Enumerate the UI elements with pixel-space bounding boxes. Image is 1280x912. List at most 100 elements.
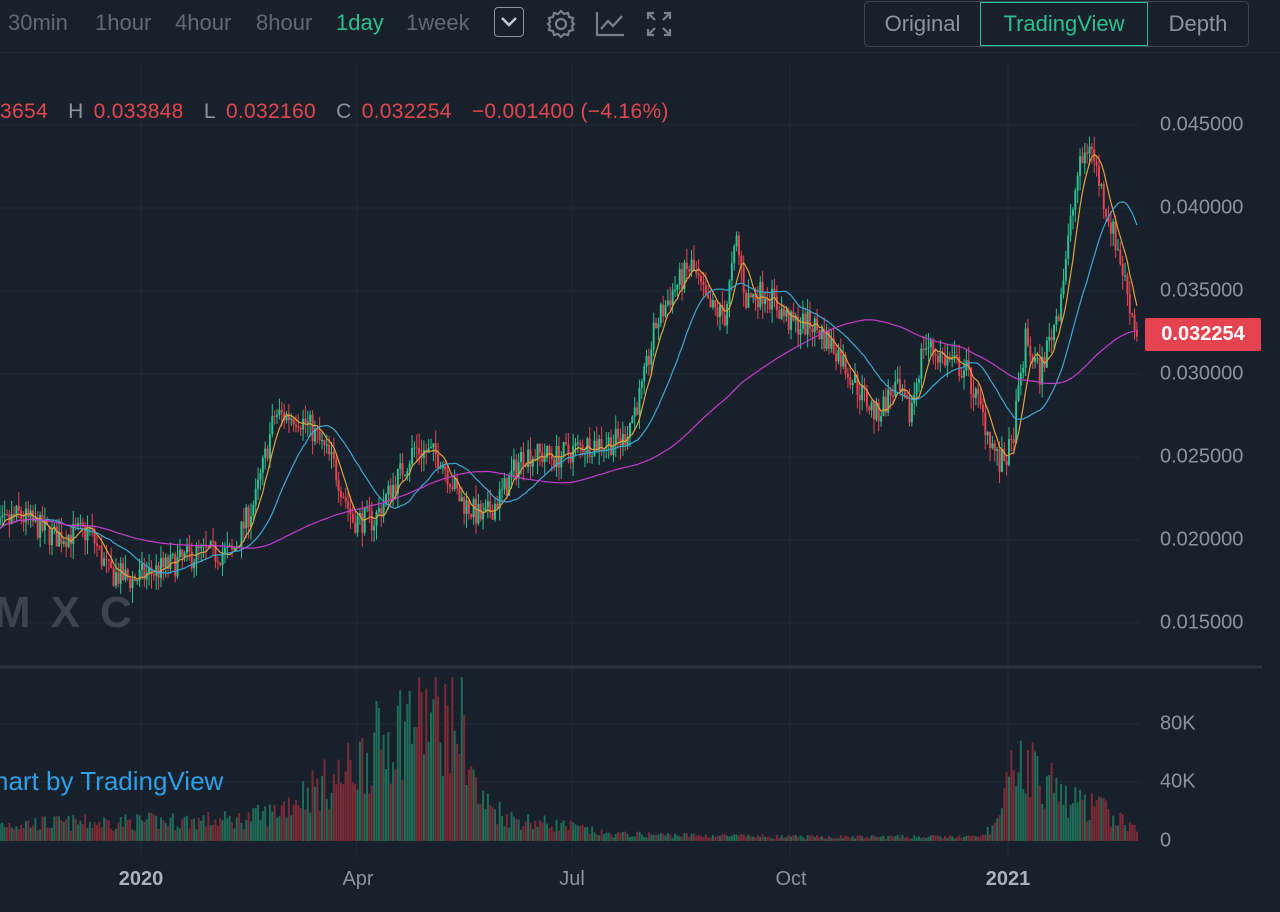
volume-tick-label: 40K <box>1160 770 1196 793</box>
tradingview-attribution-link[interactable]: hart by TradingView <box>0 766 224 796</box>
candle-body <box>889 389 892 396</box>
candle-body <box>650 349 653 365</box>
candle-body <box>941 352 944 355</box>
volume-bar <box>422 754 425 841</box>
interval-8hour[interactable]: 8hour <box>256 10 313 35</box>
candle-body <box>830 338 833 349</box>
candle-body <box>129 578 132 588</box>
volume-bar <box>323 759 326 841</box>
volume-bar <box>823 838 826 841</box>
volume-bar <box>962 836 965 841</box>
candle-body <box>437 454 440 469</box>
candle-body <box>363 508 366 533</box>
candle-body <box>962 370 965 378</box>
candle-body <box>294 424 297 427</box>
candle-body <box>704 284 707 295</box>
interval-30min[interactable]: 30min <box>8 10 68 35</box>
candle-body <box>351 514 354 523</box>
volume-bar <box>394 769 397 841</box>
volume-bar <box>778 837 781 841</box>
candle-body <box>290 418 293 420</box>
volume-bar <box>1031 742 1034 841</box>
settings-button[interactable] <box>543 6 579 42</box>
volume-bar <box>136 814 139 841</box>
volume-bar <box>591 826 594 841</box>
volume-bar <box>851 836 854 841</box>
candle-body <box>228 545 231 547</box>
candle-body <box>375 512 378 526</box>
candle-body <box>1071 209 1074 216</box>
candle-body <box>856 374 859 395</box>
interval-1day[interactable]: 1day <box>336 10 384 35</box>
volume-bar <box>143 821 146 841</box>
volume-bar <box>0 823 1 841</box>
volume-bar <box>20 825 23 841</box>
volume-bar <box>240 822 243 841</box>
volume-bar <box>496 824 499 841</box>
candle-body <box>264 448 267 458</box>
volume-bar <box>801 837 804 841</box>
candle-body <box>673 289 676 291</box>
volume-bar <box>846 836 849 841</box>
interval-1hour[interactable]: 1hour <box>95 10 152 35</box>
interval-4hour[interactable]: 4hour <box>175 10 232 35</box>
candle-body <box>380 508 383 517</box>
candle-body <box>221 554 224 566</box>
candle-body <box>520 452 523 463</box>
volume-bar <box>875 836 878 841</box>
volume-bar <box>382 735 385 841</box>
candle-body <box>209 541 212 548</box>
volume-bar <box>1050 762 1053 841</box>
candle-body <box>870 402 873 411</box>
volume-bar <box>190 819 193 841</box>
candle-body <box>761 281 764 305</box>
candle-body <box>382 503 385 517</box>
candle-body <box>858 394 861 401</box>
candle-body <box>316 428 319 432</box>
volume-bar <box>231 822 234 841</box>
volume-bar <box>212 824 215 841</box>
volume-bar <box>797 837 800 841</box>
view-tab-tradingview[interactable]: TradingView <box>980 2 1148 46</box>
view-tab-original[interactable]: Original <box>884 11 961 36</box>
volume-bar <box>484 809 487 841</box>
interval-1week[interactable]: 1week <box>406 10 470 35</box>
volume-bar <box>318 811 321 841</box>
candle-body <box>1060 294 1063 321</box>
volume-bar <box>856 835 859 841</box>
candle-body <box>422 449 425 458</box>
more-intervals-button[interactable] <box>494 7 524 37</box>
candle-body <box>119 563 122 584</box>
fullscreen-button[interactable] <box>641 6 677 42</box>
candle-body <box>98 545 101 547</box>
candle-body <box>10 513 13 524</box>
candle-body <box>607 437 610 446</box>
candle-body <box>989 432 992 449</box>
candle-body <box>804 313 807 335</box>
view-tab-depth[interactable]: Depth <box>1168 11 1228 36</box>
volume-bar <box>837 838 840 841</box>
indicators-button[interactable] <box>592 6 628 42</box>
volume-bar <box>74 818 77 841</box>
volume-bar <box>889 835 892 841</box>
price-chart[interactable] <box>0 52 1280 912</box>
volume-bar <box>870 835 873 841</box>
volume-bar <box>636 832 639 841</box>
candle-body <box>917 378 920 383</box>
candle-body <box>1124 275 1127 277</box>
candle-body <box>827 330 830 349</box>
candle-body <box>524 465 527 467</box>
volume-bar <box>1088 819 1091 841</box>
candle-body <box>458 487 461 502</box>
volume-bar <box>280 805 283 841</box>
volume-bar <box>820 836 823 841</box>
candle-body <box>67 534 70 547</box>
candle-body <box>953 354 956 358</box>
volume-bar <box>650 834 653 841</box>
volume-bar <box>351 782 354 841</box>
candle-body <box>190 551 193 569</box>
volume-bar <box>58 816 61 841</box>
volume-bar <box>219 817 222 841</box>
candle-body <box>541 452 544 463</box>
candle-body <box>913 394 916 403</box>
